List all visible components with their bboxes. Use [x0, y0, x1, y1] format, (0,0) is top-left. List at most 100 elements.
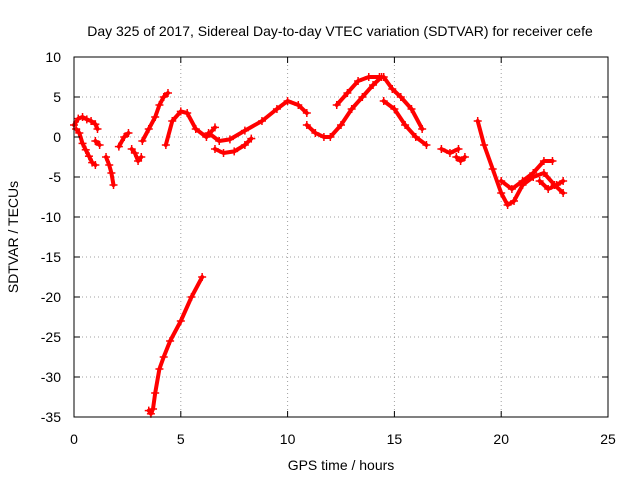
x-tick-labels: 0 5 10 15 20 25	[70, 431, 616, 447]
data-point	[544, 185, 553, 193]
y-axis-label: SDTVAR / TECUs	[5, 181, 21, 293]
data-point	[358, 93, 367, 101]
data-point	[411, 133, 420, 141]
data-point	[332, 101, 341, 109]
data-point	[257, 117, 266, 125]
data-point	[210, 145, 219, 153]
data-point	[510, 197, 519, 205]
y-tick-label: -10	[41, 209, 61, 225]
data-point	[82, 115, 91, 124]
x-tick-label: 15	[387, 431, 403, 447]
data-point	[107, 169, 116, 177]
data-point	[161, 141, 170, 149]
data-point	[454, 145, 463, 153]
data-point	[114, 142, 123, 151]
data-point	[78, 139, 87, 148]
x-tick-label: 10	[280, 431, 296, 447]
y-tick-label: -25	[41, 329, 61, 345]
data-point	[302, 121, 311, 129]
y-tick-labels: -35 -30 -25 -20 -15 -10 -5 0 5 10	[41, 49, 61, 425]
data-point	[294, 101, 303, 109]
data-point	[159, 353, 168, 361]
data-point	[91, 137, 100, 145]
grid	[74, 57, 608, 417]
axis-ticks	[73, 56, 609, 418]
series-track-4	[104, 155, 116, 187]
y-tick-label: 0	[53, 129, 61, 145]
data-point	[388, 85, 397, 93]
data-point	[187, 293, 196, 301]
series-track-6	[129, 147, 144, 163]
data-point	[497, 189, 506, 197]
data-point	[302, 109, 311, 117]
plot-frame	[73, 56, 609, 418]
y-tick-label: 5	[53, 89, 61, 105]
data-point	[337, 121, 345, 129]
data-point	[272, 105, 281, 113]
data-point	[166, 337, 175, 345]
data-point	[91, 161, 100, 169]
data-point	[120, 133, 129, 141]
data-point	[168, 117, 177, 125]
data-point	[84, 152, 93, 161]
data-point	[518, 177, 527, 185]
data-point	[240, 141, 249, 149]
data-point	[159, 93, 168, 101]
data-point	[422, 141, 431, 149]
data-point	[343, 89, 352, 97]
data-point	[473, 117, 482, 125]
data-point	[488, 165, 497, 173]
data-point	[176, 107, 185, 116]
data-point	[124, 129, 133, 137]
y-tick-label: -20	[41, 289, 61, 305]
data-point	[204, 129, 213, 137]
data-point	[559, 177, 568, 185]
y-tick-label: 10	[45, 49, 61, 65]
data-point	[149, 405, 158, 413]
data-point	[535, 177, 544, 185]
data-point	[369, 81, 378, 89]
data-point	[539, 169, 548, 177]
data-point	[130, 149, 139, 157]
data-point	[452, 153, 461, 161]
data-point	[529, 169, 538, 177]
data-point	[102, 153, 111, 161]
data-point	[364, 73, 373, 81]
data-point	[91, 120, 100, 129]
data-point	[418, 125, 427, 133]
data-point	[109, 181, 118, 189]
y-tick-label: -15	[41, 249, 61, 265]
chart-title: Day 325 of 2017, Sidereal Day-to-day VTE…	[87, 23, 593, 39]
data-point	[311, 129, 320, 137]
data-point	[151, 389, 160, 397]
data-point	[548, 157, 557, 165]
data-point	[155, 365, 164, 373]
data-point	[456, 157, 465, 165]
data-point	[379, 97, 388, 105]
y-tick-label: -5	[49, 169, 62, 185]
data-point	[480, 141, 489, 149]
data-point	[198, 273, 207, 281]
data-point	[87, 117, 96, 125]
data-point	[183, 109, 192, 117]
data-point	[210, 123, 219, 132]
data-point	[503, 201, 512, 209]
data-point	[347, 105, 356, 113]
x-axis-label: GPS time / hours	[288, 457, 395, 473]
series-track-9	[163, 109, 217, 147]
data-point	[146, 409, 155, 418]
data-point	[445, 149, 454, 157]
data-point	[507, 185, 516, 193]
data-point	[144, 125, 153, 133]
x-tick-label: 0	[70, 431, 78, 447]
data-point	[74, 114, 83, 123]
data-point	[552, 181, 561, 189]
data-point	[401, 121, 410, 129]
data-point	[230, 147, 239, 156]
series-track-12	[304, 75, 384, 139]
series-track-20	[537, 179, 566, 191]
data-point	[138, 137, 147, 145]
data-point	[390, 105, 399, 113]
data-point	[95, 141, 104, 149]
